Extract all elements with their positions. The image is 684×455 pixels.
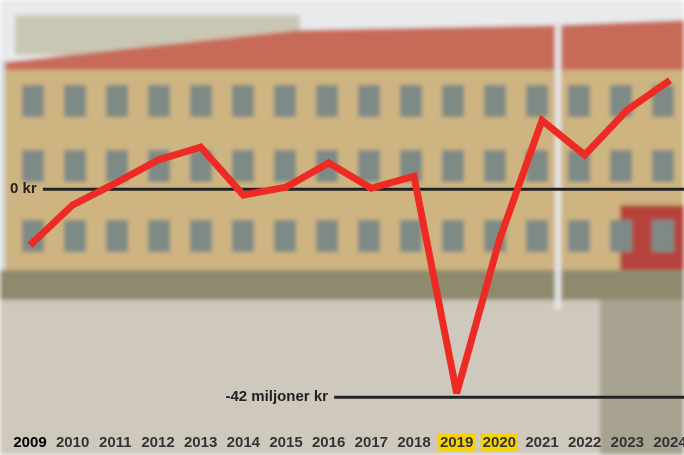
window (148, 85, 170, 117)
x-tick-label: 2020 (483, 434, 516, 451)
x-tick-label: 2016 (312, 434, 345, 451)
chart: 0 kr -42 miljoner kr 2009 2010 2011 2012 2013… (0, 0, 684, 455)
x-tick-label: 2023 (611, 434, 644, 451)
x-tick-label: 2024 (653, 434, 684, 451)
window (232, 220, 254, 252)
window (442, 85, 464, 117)
x-tick-label: 2019 (440, 434, 473, 451)
window (232, 150, 254, 182)
window (610, 150, 632, 182)
window (484, 150, 506, 182)
window (316, 220, 338, 252)
reference-label: 0 kr (10, 180, 37, 197)
window (274, 85, 296, 117)
x-tick-label: 2010 (56, 434, 89, 451)
window (106, 220, 128, 252)
window (190, 220, 212, 252)
x-tick-label: 2017 (355, 434, 388, 451)
x-tick-label: 2021 (525, 434, 558, 451)
window (22, 85, 44, 117)
window (400, 220, 422, 252)
x-tick-label: 2018 (397, 434, 430, 451)
window (22, 150, 44, 182)
window (274, 150, 296, 182)
x-tick-label: 2014 (227, 434, 261, 451)
x-tick-label: 2009 (13, 434, 46, 451)
x-tick-label: 2012 (141, 434, 174, 451)
window (148, 220, 170, 252)
window (526, 85, 548, 117)
window (652, 150, 674, 182)
window (568, 85, 590, 117)
x-tick-label: 2015 (269, 434, 302, 451)
window (442, 150, 464, 182)
window (442, 220, 464, 252)
window (400, 85, 422, 117)
window (274, 220, 296, 252)
window (526, 220, 548, 252)
window (316, 85, 338, 117)
x-tick-label: 2022 (568, 434, 601, 451)
window (64, 220, 86, 252)
window (358, 85, 380, 117)
window (64, 85, 86, 117)
window (358, 220, 380, 252)
window (106, 85, 128, 117)
reference-label: -42 miljoner kr (225, 388, 328, 405)
window (568, 220, 590, 252)
window (610, 220, 632, 252)
window (64, 150, 86, 182)
x-tick-label: 2011 (99, 434, 132, 451)
window (232, 85, 254, 117)
window (190, 85, 212, 117)
window (358, 150, 380, 182)
window (484, 85, 506, 117)
window (652, 220, 674, 252)
x-tick-label: 2013 (184, 434, 217, 451)
background-photo (0, 0, 684, 455)
